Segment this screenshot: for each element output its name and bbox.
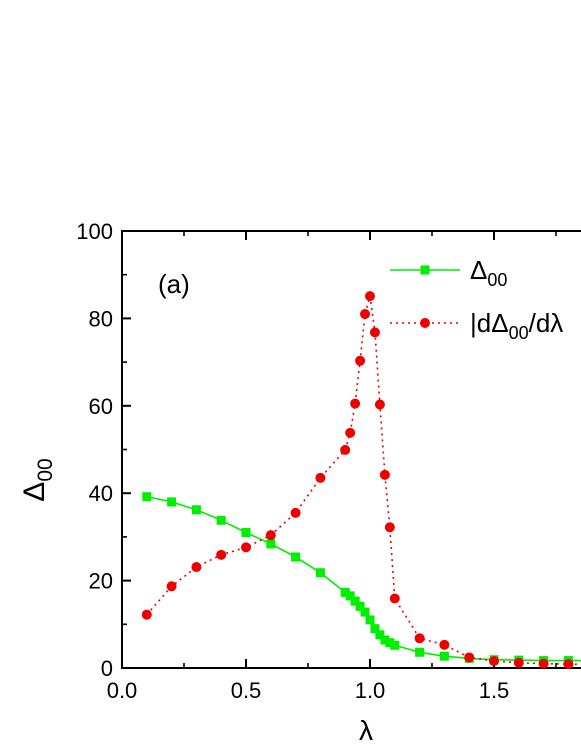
data-point: [216, 549, 227, 560]
data-point: [439, 639, 450, 650]
data-point: [415, 647, 425, 657]
y-axis-label: Δ00: [18, 458, 57, 501]
data-point: [414, 633, 425, 644]
data-point: [380, 635, 390, 645]
data-point: [374, 399, 385, 410]
x-axis-label: λ: [359, 715, 373, 746]
legend-swatch-marker: [420, 318, 430, 328]
data-point: [355, 601, 365, 611]
y-tick-label: 0: [101, 656, 113, 681]
y-tick-label: 60: [89, 394, 113, 419]
data-point: [290, 507, 301, 518]
axes: 0.0 0.5 1.0 1.5 0 20 40 60 80 100: [76, 219, 581, 703]
data-point: [439, 651, 449, 661]
data-point: [390, 640, 400, 650]
data-point: [241, 528, 251, 538]
data-point: [375, 630, 385, 640]
panel-label: (a): [158, 269, 190, 299]
data-point: [167, 497, 177, 507]
x-tick-label: 1.5: [479, 678, 510, 703]
data-point: [563, 659, 574, 670]
data-point: [464, 652, 475, 663]
data-point: [216, 515, 226, 525]
y-tick-label: 20: [89, 569, 113, 594]
data-point: [360, 309, 371, 320]
data-point: [141, 609, 152, 620]
plot-area: [141, 291, 581, 670]
data-point: [365, 615, 375, 625]
legend-label: |dΔ00/dλ: [470, 308, 563, 343]
data-point: [365, 291, 375, 302]
legend-entry-1: Δ00: [390, 255, 507, 290]
data-point: [315, 472, 326, 483]
data-point: [513, 657, 524, 668]
data-point: [389, 593, 400, 604]
data-point: [370, 624, 380, 634]
data-point: [345, 427, 356, 438]
data-point: [241, 542, 251, 553]
data-point: [369, 327, 380, 338]
y-tick-label: 40: [89, 481, 113, 506]
legend: Δ00 |dΔ00/dλ: [390, 255, 563, 343]
legend-entry-2: |dΔ00/dλ: [390, 308, 563, 343]
data-point: [191, 505, 201, 515]
data-point: [315, 568, 325, 578]
data-point: [379, 469, 390, 480]
x-tick-label: 0.5: [231, 678, 262, 703]
data-point: [350, 398, 361, 409]
y-tick-label: 80: [89, 306, 113, 331]
data-point: [265, 530, 276, 541]
data-point: [291, 552, 301, 562]
x-tick-label: 1.0: [355, 678, 386, 703]
series-2: [141, 291, 581, 670]
data-point: [384, 522, 395, 533]
data-point: [538, 658, 549, 669]
data-point: [350, 596, 360, 606]
data-point: [191, 562, 202, 573]
series-line: [146, 495, 581, 662]
data-point: [166, 581, 177, 592]
data-point: [360, 607, 370, 617]
legend-label: Δ00: [470, 255, 507, 290]
data-point: [355, 355, 366, 366]
data-point: [345, 591, 355, 601]
y-tick-label: 100: [76, 219, 113, 244]
x-tick-label: 0.0: [107, 678, 138, 703]
data-point: [489, 656, 499, 667]
data-point: [385, 638, 395, 648]
data-point: [142, 492, 152, 502]
series-1: [142, 492, 581, 666]
legend-swatch-marker: [420, 265, 430, 275]
data-point: [340, 444, 351, 455]
data-point: [266, 539, 276, 549]
data-point: [340, 587, 350, 597]
